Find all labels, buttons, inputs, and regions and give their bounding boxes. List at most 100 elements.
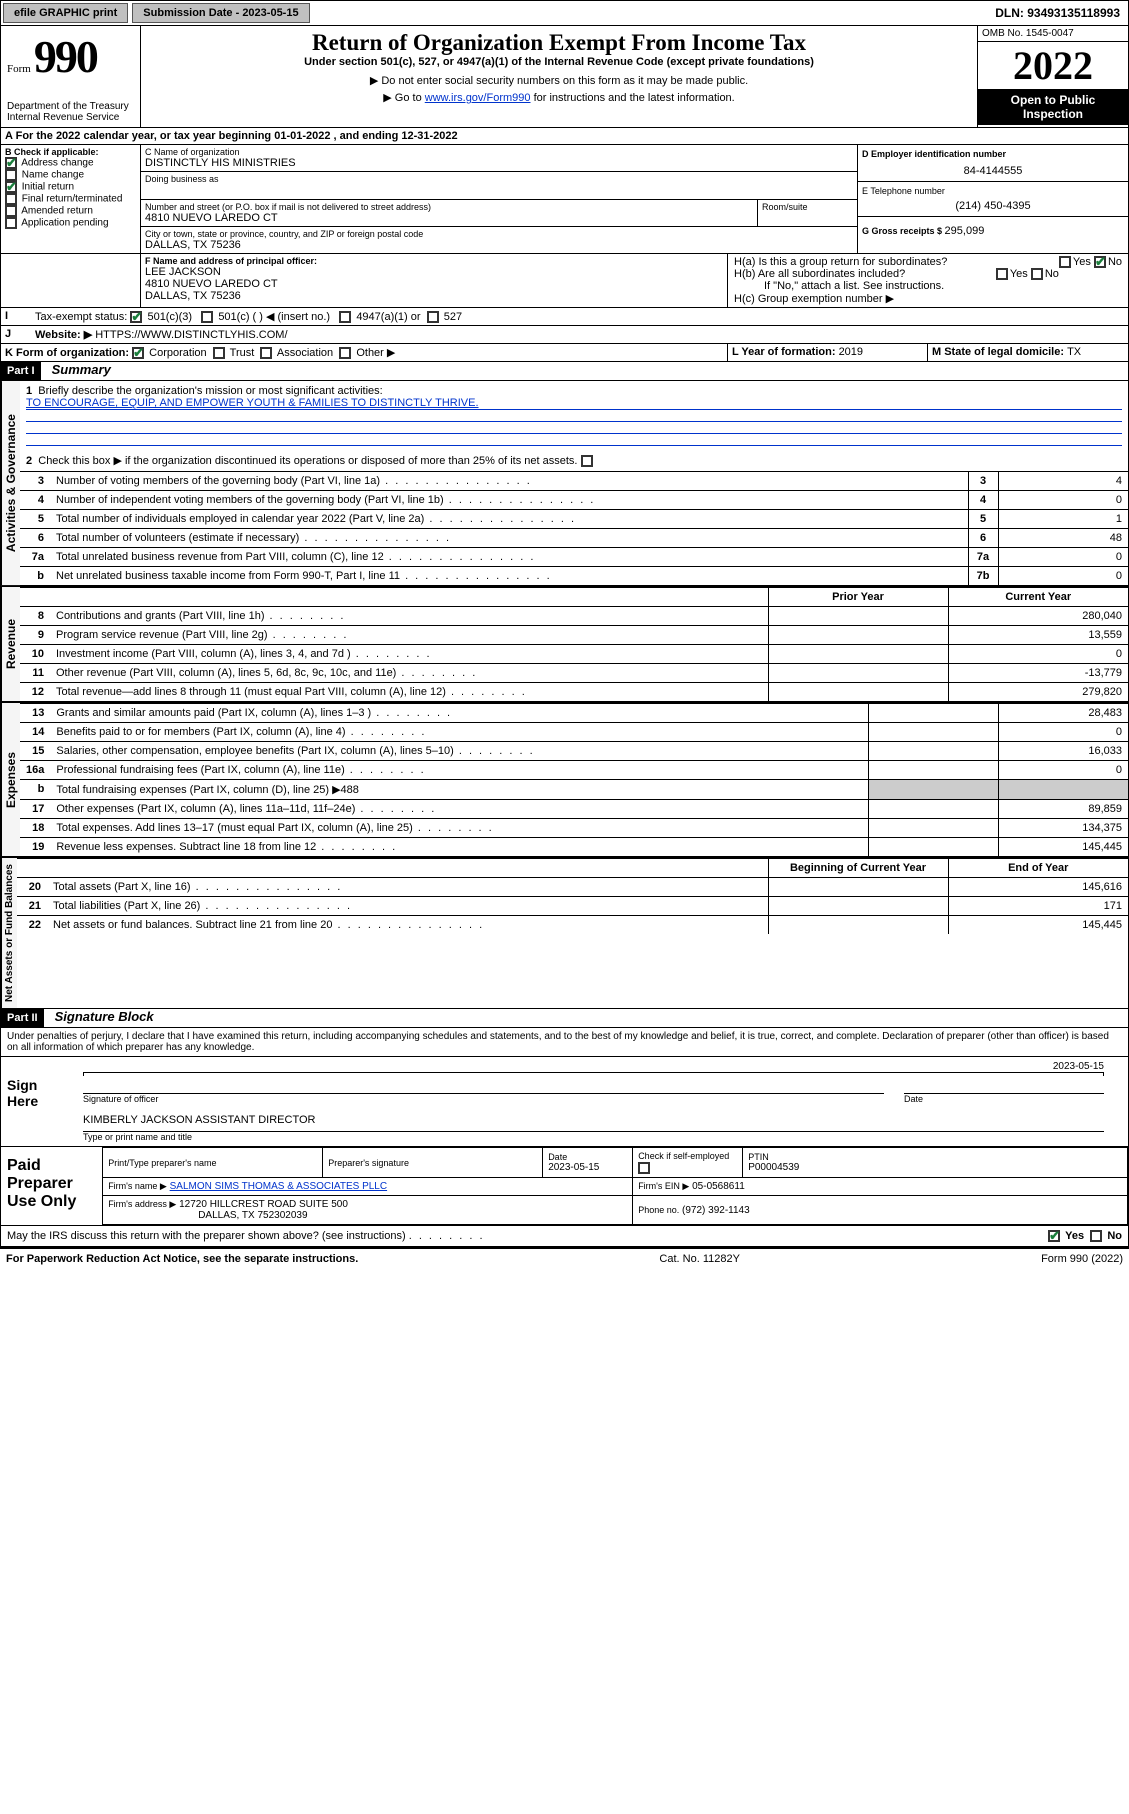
ha-no-checkbox[interactable]	[1094, 256, 1106, 268]
row-text: Total unrelated business revenue from Pa…	[50, 548, 968, 567]
efile-button[interactable]: efile GRAPHIC print	[3, 3, 128, 23]
officer-signature-line[interactable]	[83, 1076, 884, 1094]
row-text: Total fundraising expenses (Part IX, col…	[50, 780, 868, 800]
line-2-checkbox[interactable]	[581, 455, 593, 467]
row-text: Total number of individuals employed in …	[50, 510, 968, 529]
officer-typed-label: Type or print name and title	[83, 1132, 1104, 1142]
h-c-label: H(c) Group exemption number ▶	[734, 292, 1122, 305]
may-discuss-text: May the IRS discuss this return with the…	[7, 1230, 406, 1242]
firm-addr1: 12720 HILLCREST ROAD SUITE 500	[179, 1199, 348, 1210]
ptin-value: P00004539	[748, 1162, 1122, 1173]
assoc-checkbox[interactable]	[260, 347, 272, 359]
line-a-text: For the 2022 calendar year, or tax year …	[16, 130, 458, 142]
room-label: Room/suite	[762, 202, 853, 212]
firm-ein-label: Firm's EIN ▶	[638, 1181, 689, 1191]
org-name-label: C Name of organization	[145, 147, 853, 157]
b-checkbox[interactable]	[5, 217, 17, 229]
b-item-label: Amended return	[21, 206, 93, 217]
prior-value	[768, 626, 948, 645]
b-checkbox[interactable]	[5, 193, 17, 205]
firm-phone-value: (972) 392-1143	[682, 1205, 750, 1216]
sign-date-label: Date	[904, 1094, 1104, 1104]
goto-suffix: for instructions and the latest informat…	[531, 92, 735, 104]
ha-yes-checkbox[interactable]	[1059, 256, 1071, 268]
officer-addr1: 4810 NUEVO LAREDO CT	[145, 278, 723, 290]
b-checkbox[interactable]	[5, 205, 17, 217]
h-b-row: H(b) Are all subordinates included? Yes …	[734, 268, 1122, 280]
row-value: 0	[998, 548, 1128, 567]
row-text: Contributions and grants (Part VIII, lin…	[50, 607, 768, 626]
part-i-title: Summary	[44, 362, 111, 377]
form-header: Form 990 Department of the Treasury Inte…	[0, 26, 1129, 128]
prior-value	[868, 704, 998, 723]
officer-label: F Name and address of principal officer:	[145, 256, 723, 266]
h-b-note: If "No," attach a list. See instructions…	[734, 280, 1122, 292]
trust-checkbox[interactable]	[213, 347, 225, 359]
begin-value	[768, 916, 948, 935]
row-num: 17	[20, 800, 50, 819]
part-ii-title: Signature Block	[47, 1009, 154, 1024]
row-num: 8	[20, 607, 50, 626]
end-value: 171	[948, 897, 1128, 916]
other-checkbox[interactable]	[339, 347, 351, 359]
city-label: City or town, state or province, country…	[145, 229, 853, 239]
mission-text[interactable]: TO ENCOURAGE, EQUIP, AND EMPOWER YOUTH &…	[26, 397, 479, 409]
submission-date-button[interactable]: Submission Date - 2023-05-15	[132, 3, 309, 23]
form-org-label: K Form of organization:	[5, 347, 129, 359]
paid-preparer-label: Paid Preparer Use Only	[1, 1147, 102, 1225]
sign-date-line[interactable]	[904, 1076, 1104, 1094]
row-text: Salaries, other compensation, employee b…	[50, 742, 868, 761]
4947-checkbox[interactable]	[339, 311, 351, 323]
527-checkbox[interactable]	[427, 311, 439, 323]
preparer-sig-label: Preparer's signature	[328, 1158, 537, 1168]
year-formation-value: 2019	[839, 346, 863, 358]
corp-checkbox[interactable]	[132, 347, 144, 359]
irs-label: Internal Revenue Service	[7, 112, 134, 123]
line-a-label: A	[5, 130, 13, 142]
row-text: Total number of volunteers (estimate if …	[50, 529, 968, 548]
opt-corp: Corporation	[149, 347, 206, 359]
discuss-no-checkbox[interactable]	[1090, 1230, 1102, 1242]
side-expenses: Expenses	[1, 703, 20, 856]
current-value: 279,820	[948, 683, 1128, 702]
row-text: Grants and similar amounts paid (Part IX…	[50, 704, 868, 723]
current-value: 280,040	[948, 607, 1128, 626]
discuss-yes-checkbox[interactable]	[1048, 1230, 1060, 1242]
row-num: 6	[20, 529, 50, 548]
addr-label: Number and street (or P.O. box if mail i…	[145, 202, 753, 212]
row-num: 19	[20, 838, 50, 857]
self-employed-checkbox[interactable]	[638, 1162, 650, 1174]
row-box: 4	[968, 491, 998, 510]
gross-receipts-value: 295,099	[945, 225, 985, 237]
footer-center: Cat. No. 11282Y	[659, 1253, 740, 1265]
firm-name-link[interactable]: SALMON SIMS THOMAS & ASSOCIATES PLLC	[170, 1181, 387, 1192]
501c-checkbox[interactable]	[201, 311, 213, 323]
sign-here-label: Sign Here	[1, 1057, 71, 1146]
501c3-checkbox[interactable]	[130, 311, 142, 323]
hb-no-checkbox[interactable]	[1031, 268, 1043, 280]
street-address: 4810 NUEVO LAREDO CT	[145, 212, 753, 224]
row-num: b	[20, 567, 50, 586]
firm-ein-value: 05-0568611	[692, 1181, 745, 1192]
irs-link[interactable]: www.irs.gov/Form990	[425, 92, 531, 104]
ptin-label: PTIN	[748, 1152, 1122, 1162]
state-domicile-label: M State of legal domicile:	[932, 346, 1067, 358]
row-text: Program service revenue (Part VIII, line…	[50, 626, 768, 645]
row-num: 21	[17, 897, 47, 916]
footer-right: Form 990 (2022)	[1041, 1253, 1123, 1265]
b-checkbox[interactable]	[5, 181, 17, 193]
firm-addr2: DALLAS, TX 752302039	[108, 1210, 627, 1221]
revenue-table: Prior YearCurrent Year 8Contributions an…	[20, 587, 1128, 701]
row-num: 14	[20, 723, 50, 742]
current-shaded	[998, 780, 1128, 800]
begin-value	[768, 878, 948, 897]
row-num: 18	[20, 819, 50, 838]
row-text: Total liabilities (Part X, line 26)	[47, 897, 768, 916]
row-num: 7a	[20, 548, 50, 567]
current-value: 134,375	[998, 819, 1128, 838]
prior-year-header: Prior Year	[768, 588, 948, 607]
hb-yes-checkbox[interactable]	[996, 268, 1008, 280]
side-net-assets: Net Assets or Fund Balances	[1, 858, 17, 1008]
self-employed-label: Check if self-employed	[638, 1151, 729, 1161]
b-checkbox[interactable]	[5, 157, 17, 169]
